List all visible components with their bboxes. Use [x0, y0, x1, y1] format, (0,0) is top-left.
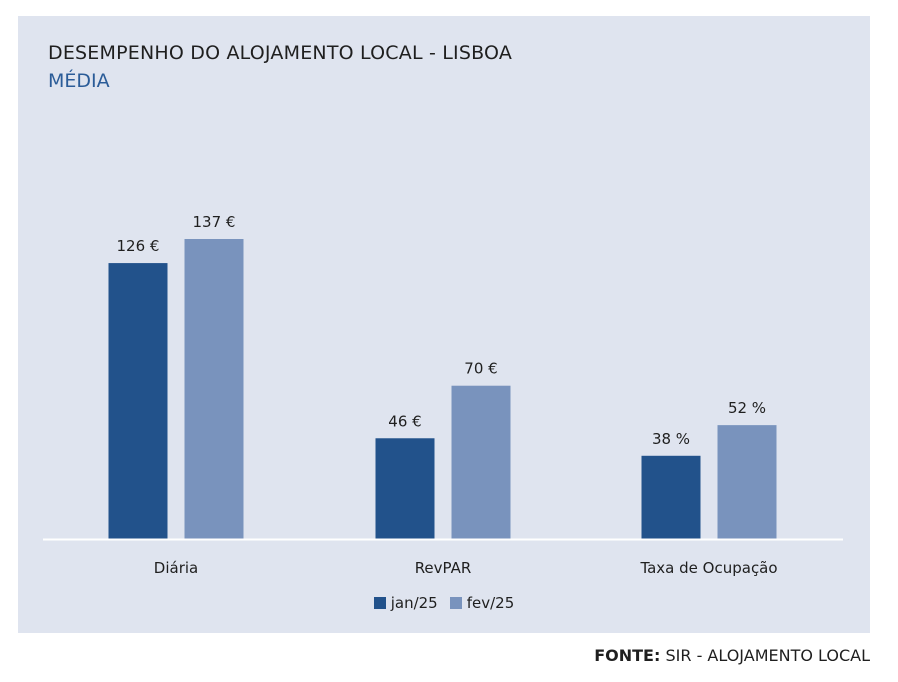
legend-swatch-jan25 [373, 597, 386, 609]
source-note: FONTE: SIR - ALOJAMENTO LOCAL [594, 646, 870, 665]
bar-2-1 [717, 425, 777, 539]
legend: jan/25 fev/25 [18, 594, 870, 612]
value-label-1-0: 46 € [388, 412, 421, 430]
legend-item-fev25: fev/25 [449, 594, 515, 612]
legend-item-jan25: jan/25 [373, 594, 438, 612]
bar-chart: 126 € 137 € 46 € 70 € 38 % 52 % Diária RevPAR T… [43, 213, 843, 577]
value-label-1-1: 70 € [464, 360, 497, 378]
category-label-2: Taxa de Ocupação [639, 559, 777, 577]
value-label-2-1: 52 % [728, 399, 766, 417]
bar-2-0 [641, 455, 701, 539]
bar-1-0 [375, 438, 435, 539]
bars-group [108, 239, 777, 539]
chart-panel: DESEMPENHO DO ALOJAMENTO LOCAL - LISBOA … [18, 16, 870, 633]
chart-subtitle: MÉDIA [48, 70, 110, 92]
bar-0-0 [108, 263, 168, 539]
source-label: FONTE: [594, 646, 661, 665]
legend-swatch-fev25 [449, 597, 462, 609]
legend-label-jan25: jan/25 [390, 594, 438, 612]
value-label-0-1: 137 € [193, 213, 236, 231]
chart-title: DESEMPENHO DO ALOJAMENTO LOCAL - LISBOA [48, 42, 513, 64]
legend-label-fev25: fev/25 [466, 594, 515, 612]
category-labels-group: Diária RevPAR Taxa de Ocupação [154, 559, 778, 577]
category-label-0: Diária [154, 559, 198, 577]
value-label-2-0: 38 % [652, 430, 690, 448]
source-text: SIR - ALOJAMENTO LOCAL [665, 646, 870, 665]
value-labels-group: 126 € 137 € 46 € 70 € 38 % 52 % [117, 213, 767, 448]
category-label-1: RevPAR [415, 559, 472, 577]
value-label-0-0: 126 € [117, 237, 160, 255]
bar-1-1 [451, 385, 511, 539]
bar-0-1 [184, 239, 244, 539]
